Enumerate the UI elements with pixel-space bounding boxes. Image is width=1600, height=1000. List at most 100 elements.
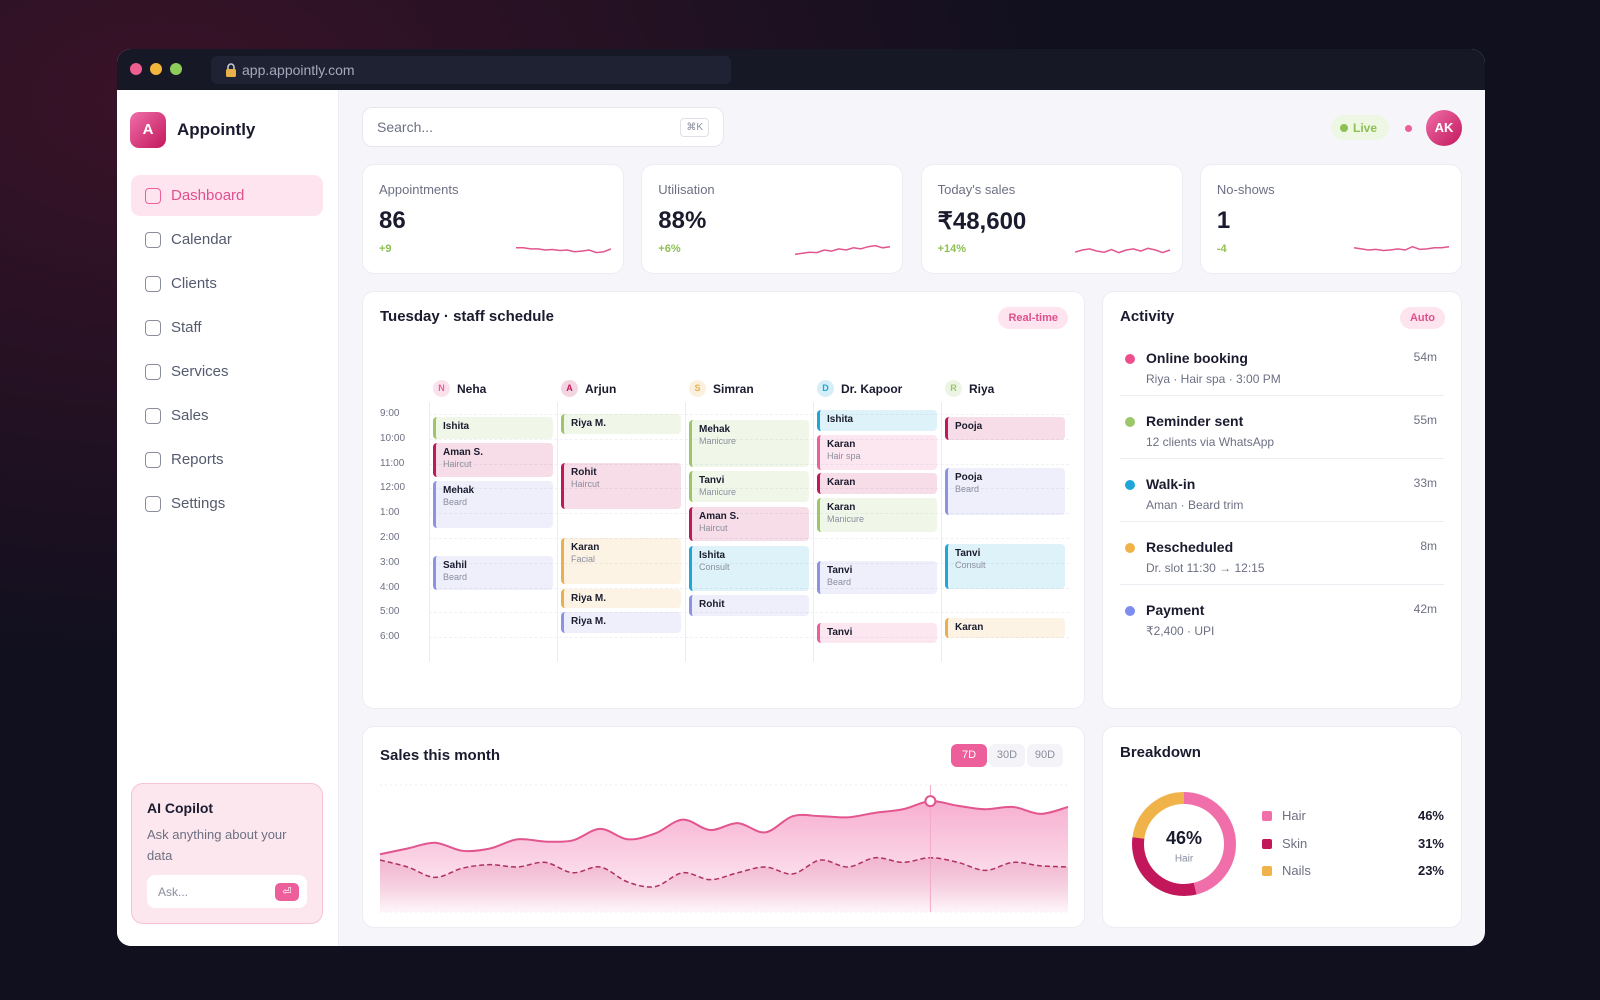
donut-center-value: 46% [1166,828,1202,848]
min-dot[interactable] [150,63,162,75]
appointment[interactable]: Karan Hair spa [817,434,937,470]
search-box[interactable]: Search... ⌘K [362,107,724,147]
appointment[interactable]: Mehak Manicure [689,419,809,468]
appointment[interactable]: Karan [817,473,937,495]
appointment[interactable]: Aman S. Haircut [433,443,553,477]
time-label: 4:00 [380,581,400,593]
appointment[interactable]: Tanvi Beard [817,561,937,594]
copilot: AI Copilot Ask anything about your data … [131,783,323,924]
activity-title: Online booking [1146,350,1248,366]
schedule-card: Tuesday · staff schedule Real-time 9:00 1… [362,291,1085,709]
range-button[interactable]: 30D [989,744,1025,767]
kpi-delta: +14% [937,243,967,255]
appointment[interactable]: Mehak Beard [433,480,553,528]
activity-card: Activity Auto Online booking Riya · Hair … [1102,291,1462,709]
activity-detail: Aman · Beard trim [1146,498,1244,512]
nav-item[interactable]: Settings [131,483,323,524]
nav-icon [145,364,161,380]
appointment[interactable]: Pooja [945,417,1065,440]
avatar[interactable]: AK [1426,110,1462,146]
appointment[interactable]: Riya M. [561,588,681,609]
activity-detail: ₹2,400 · UPI [1146,624,1215,638]
activity-time: 33m [1413,476,1437,490]
appointment-client: Tanvi [827,565,853,577]
appointment-client: Karan [955,622,984,634]
sparkline [516,247,612,254]
appointment-service: Manicure [699,486,737,497]
appointment[interactable]: Karan [945,618,1065,639]
legend-value: 23% [1417,863,1444,878]
appointment-client: Ishita [827,414,854,425]
nav-icon [145,276,161,292]
appointment[interactable]: Riya M. [561,413,681,434]
activity-time: 54m [1413,350,1437,364]
sparkline-line [1353,245,1450,252]
appointment[interactable]: Rohit Haircut [561,463,681,510]
nav-item[interactable]: Calendar [131,219,323,260]
nav-item[interactable]: Staff [131,307,323,348]
nav-icon [145,320,161,336]
appointment-client: Karan [827,438,856,450]
appointment[interactable]: Riya M. [561,612,681,634]
nav-item[interactable]: Dashboard [131,175,323,216]
legend-swatch [1262,811,1272,821]
appointment-service: Consult [699,562,730,573]
search-placeholder: Search... [377,119,434,135]
staff-name: Neha [457,382,487,396]
hour-line [429,612,1069,614]
appointment-client: Karan [571,541,600,553]
hour-line [429,587,1069,589]
appointment[interactable]: Karan Facial [561,537,681,584]
donut: 46% Hair [1132,792,1236,896]
appointment-service: Haircut [443,459,472,470]
appointment[interactable]: Karan Manicure [817,498,937,532]
sales-line [379,800,1069,856]
hour-line [429,438,1069,440]
copilot-send[interactable]: ⏎ [275,883,299,901]
appointment[interactable]: Sahil Beard [433,556,553,590]
max-dot[interactable] [170,63,182,75]
appointment[interactable]: Tanvi Manicure [689,470,809,502]
sales-chart [379,784,1069,913]
close-dot[interactable] [130,63,142,75]
kpi-card: Appointments 86 +9 [362,164,624,274]
range-button[interactable]: 7D [951,744,987,767]
appointment-service: Beard [443,572,468,583]
appointment-service: Haircut [699,522,728,533]
nav-item[interactable]: Reports [131,439,323,480]
time-label: 3:00 [380,556,400,568]
nav-label: Dashboard [171,187,245,204]
staff-name: Arjun [585,382,617,396]
range-button[interactable]: 90D [1027,744,1063,767]
copilot-input[interactable]: Ask... ⏎ [147,875,307,908]
column-line [941,402,942,662]
appointment[interactable]: Ishita [817,410,937,432]
appointment[interactable]: Pooja Beard [945,468,1065,516]
activity-detail: 12 clients via WhatsApp [1146,435,1275,449]
breakdown-card: Breakdown 46% Hair Hair 46% Skin 31% Nails 23% [1102,726,1462,928]
logo[interactable]: A [130,112,166,148]
appointment[interactable]: Tanvi [817,623,937,644]
appointment[interactable]: Ishita [433,417,553,439]
activity-dot [1125,543,1135,553]
nav-item[interactable]: Services [131,351,323,392]
kpi-value: 1 [1216,207,1231,234]
appointment-client: Riya M. [571,417,607,429]
appointment-client: Aman S. [443,447,484,459]
appointment[interactable]: Tanvi Consult [945,543,1065,589]
hour-line [429,463,1069,465]
appointment[interactable]: Ishita Consult [689,546,809,592]
notification-dot[interactable] [1405,125,1412,132]
nav-item[interactable]: Clients [131,263,323,304]
hour-line [429,414,1069,415]
sales-card: Sales this month 7D 30D 90D [362,726,1085,928]
appointment[interactable]: Aman S. Haircut [689,506,809,542]
kpi-value: ₹48,600 [937,208,1027,235]
appointment[interactable]: Rohit [689,594,809,616]
url-bar[interactable]: app.appointly.com [211,56,731,84]
schedule-title: Tuesday · staff schedule [380,308,554,325]
kpi-label: Today's sales [937,182,1016,197]
hour-line [429,637,1069,639]
nav-item[interactable]: Sales [131,395,323,436]
